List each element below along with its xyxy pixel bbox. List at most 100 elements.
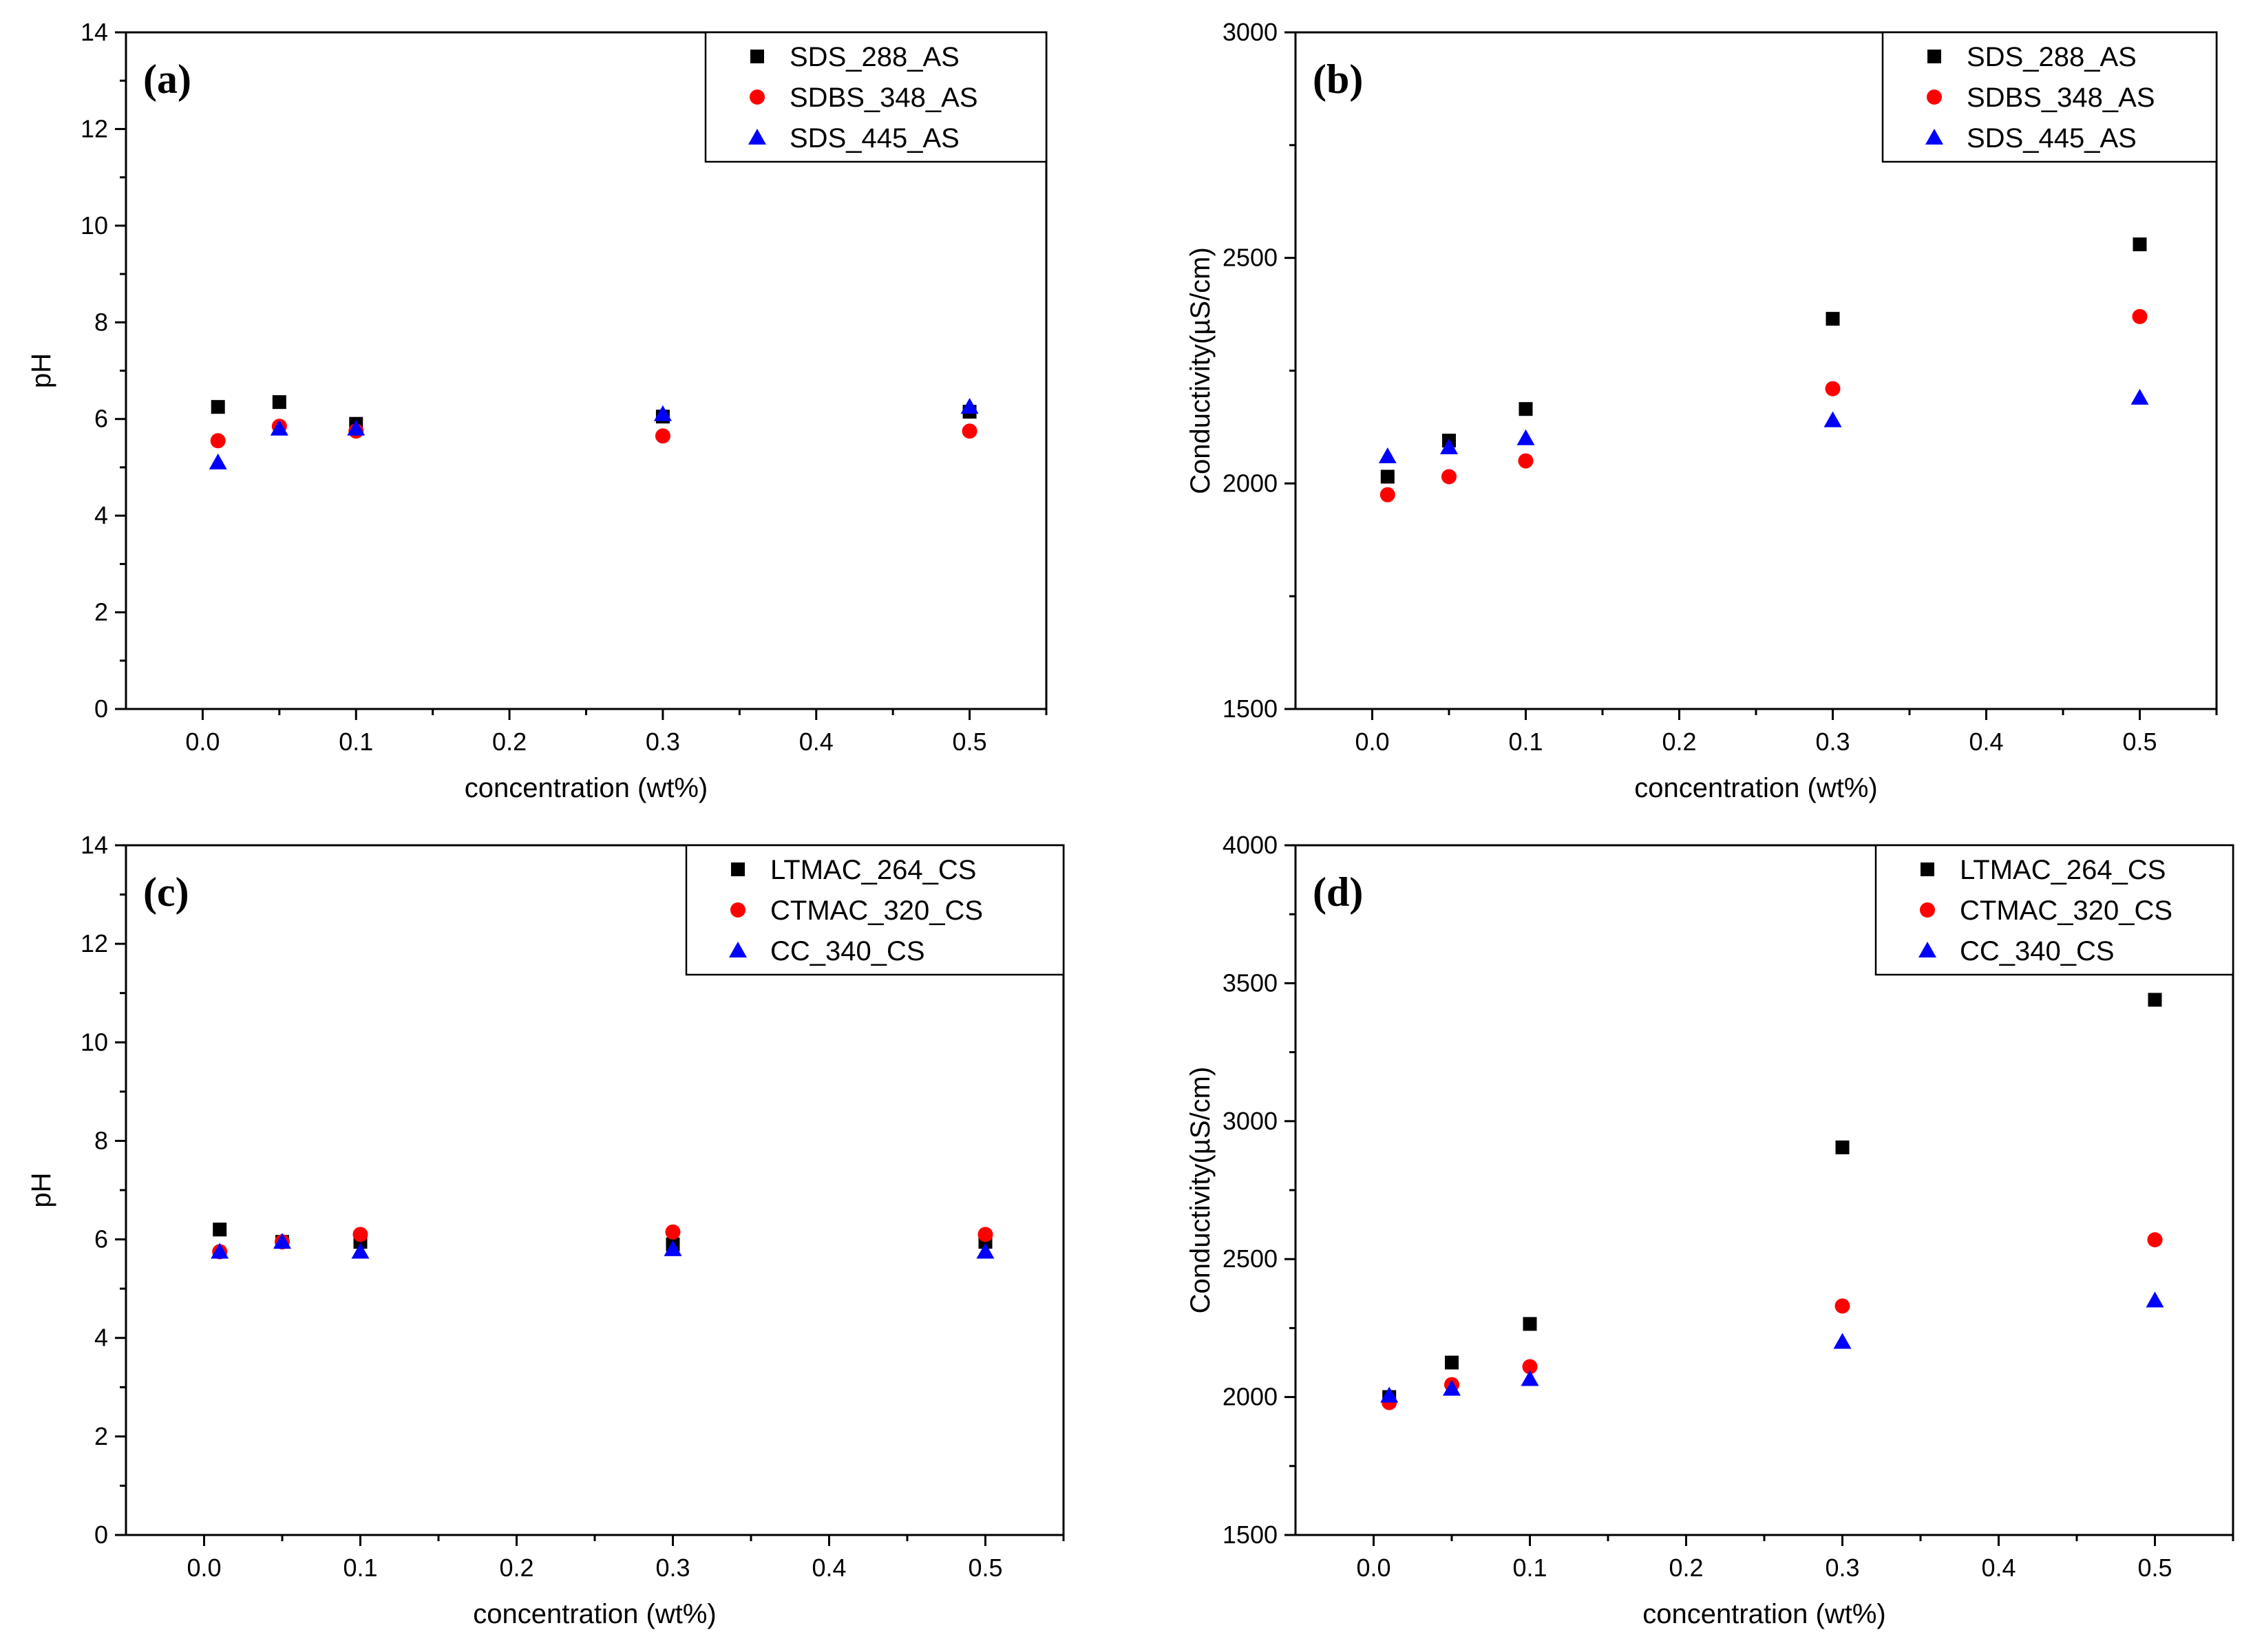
data-point: [655, 428, 670, 444]
data-point: [1380, 469, 1395, 484]
legend-marker: [1918, 942, 1936, 957]
data-point: [210, 433, 226, 449]
data-point: [1835, 1140, 1850, 1154]
data-point: [211, 1242, 229, 1259]
data-point: [2133, 237, 2147, 252]
data-point: [347, 419, 366, 436]
data-point: [351, 1242, 370, 1259]
legend-marker: [730, 902, 745, 918]
series-CTMAC_320_CS: [1382, 1232, 2163, 1410]
data-point: [1522, 1359, 1538, 1375]
y-tick-label: 2000: [1223, 469, 1278, 497]
y-tick-label: 6: [94, 405, 108, 433]
series-LTMAC_264_CS: [213, 1222, 993, 1251]
data-point: [977, 1227, 993, 1242]
legend-entry: LTMAC_264_CS: [770, 855, 976, 885]
legend: SDS_288_AS SDBS_348_AS SDS_445_AS: [704, 31, 1048, 163]
x-tick-label: 0.1: [1508, 728, 1543, 756]
data-point: [2130, 388, 2149, 405]
y-tick-label: 4000: [1223, 831, 1278, 859]
legend-marker: [729, 942, 747, 957]
y-tick-label: 0: [94, 1521, 108, 1549]
chart-panel-2: 0.0 0.1 0.2 0.3 0.4 0.5 1500 2000 2500 3000 concen…: [1185, 18, 2218, 803]
x-tick-label: 0.4: [799, 728, 834, 756]
x-axis-label: concentration (wt%): [1634, 773, 1877, 803]
x-tick-label: 0.0: [187, 1554, 221, 1582]
legend-entry: SDBS_348_AS: [1967, 83, 2155, 113]
data-point: [1519, 402, 1533, 416]
legend-marker: [731, 862, 745, 876]
y-tick-label: 8: [94, 1126, 108, 1154]
y-axis-label: Conductivity(µS/cm): [1185, 247, 1216, 494]
chart-panel-3: 0.0 0.1 0.2 0.3 0.4 0.5 0 2 4 6 8 10 12 14 concentrati…: [26, 831, 1065, 1629]
y-tick-label: 12: [81, 114, 108, 142]
x-tick-label: 0.2: [492, 728, 527, 756]
x-tick-label: 0.2: [1669, 1554, 1703, 1582]
legend-marker: [750, 89, 765, 105]
data-point: [1523, 1317, 1537, 1331]
series-CC_340_CS: [211, 1233, 995, 1259]
panel-label: (b): [1313, 56, 1363, 102]
data-point: [2146, 1291, 2164, 1308]
y-tick-label: 3000: [1223, 1107, 1278, 1135]
y-tick-label: 12: [81, 929, 108, 957]
y-tick-label: 10: [81, 211, 108, 240]
y-tick-label: 3000: [1223, 18, 1278, 46]
x-tick-label: 0.3: [655, 1554, 690, 1582]
legend-marker: [748, 129, 766, 145]
x-tick-label: 0.1: [343, 1554, 377, 1582]
legend: LTMAC_264_CS CTMAC_320_CS CC_340_CS: [685, 844, 1065, 976]
x-tick-label: 0.2: [499, 1554, 533, 1582]
legend-entry: LTMAC_264_CS: [1960, 855, 2166, 885]
x-tick-label: 0.0: [1355, 728, 1389, 756]
data-point: [272, 395, 286, 410]
y-tick-label: 10: [81, 1028, 108, 1056]
x-tick-label: 0.4: [1981, 1554, 2016, 1582]
y-axis-label: pH: [26, 1172, 56, 1207]
data-point: [270, 419, 288, 436]
data-point: [1443, 1379, 1461, 1396]
y-tick-label: 2000: [1223, 1383, 1278, 1411]
x-tick-label: 0.3: [1825, 1554, 1859, 1582]
y-tick-label: 1500: [1223, 695, 1278, 723]
y-tick-label: 4: [94, 1324, 108, 1352]
data-point: [1441, 469, 1457, 485]
legend-box: [1874, 844, 2234, 976]
y-axis-label: Conductivity(µS/cm): [1185, 1067, 1216, 1314]
data-point: [352, 1227, 368, 1242]
series-SDS_288_AS: [1380, 237, 2147, 484]
x-tick-label: 0.5: [953, 728, 987, 756]
data-point: [211, 400, 225, 414]
series-SDBS_348_AS: [1379, 308, 2148, 502]
x-tick-label: 0.5: [2122, 728, 2157, 756]
legend-entry: CTMAC_320_CS: [770, 896, 983, 926]
data-point: [976, 1242, 995, 1259]
data-point: [1380, 1386, 1399, 1403]
legend-entry: SDS_288_AS: [1967, 42, 2137, 72]
x-tick-label: 0.1: [339, 728, 373, 756]
x-axis-label: concentration (wt%): [465, 773, 708, 803]
series-CTMAC_320_CS: [212, 1224, 993, 1260]
legend-entry: SDS_445_AS: [1967, 123, 2137, 153]
x-axis-label: concentration (wt%): [1642, 1599, 1885, 1629]
x-tick-label: 0.5: [968, 1554, 1002, 1582]
data-point: [1833, 1333, 1852, 1349]
data-point: [1379, 487, 1395, 502]
data-point: [209, 453, 227, 469]
data-point: [1834, 1298, 1850, 1314]
series-SDS_445_AS: [1378, 388, 2149, 464]
y-tick-label: 2500: [1223, 244, 1278, 272]
legend-entry: CC_340_CS: [770, 936, 925, 966]
data-point: [1521, 1370, 1539, 1386]
x-tick-label: 0.3: [1815, 728, 1850, 756]
panel-label: (d): [1313, 869, 1363, 915]
legend-entry: SDS_288_AS: [790, 42, 960, 72]
data-point: [2148, 993, 2162, 1007]
chart-panel-4: 0.0 0.1 0.2 0.3 0.4 0.5 1500 2000 2500 3000 3500 40…: [1185, 831, 2234, 1629]
legend-entry: SDBS_348_AS: [790, 83, 978, 113]
x-axis-label: concentration (wt%): [473, 1599, 716, 1629]
y-tick-label: 0: [94, 695, 108, 723]
series-SDS_288_AS: [211, 395, 977, 431]
data-point: [653, 405, 672, 421]
